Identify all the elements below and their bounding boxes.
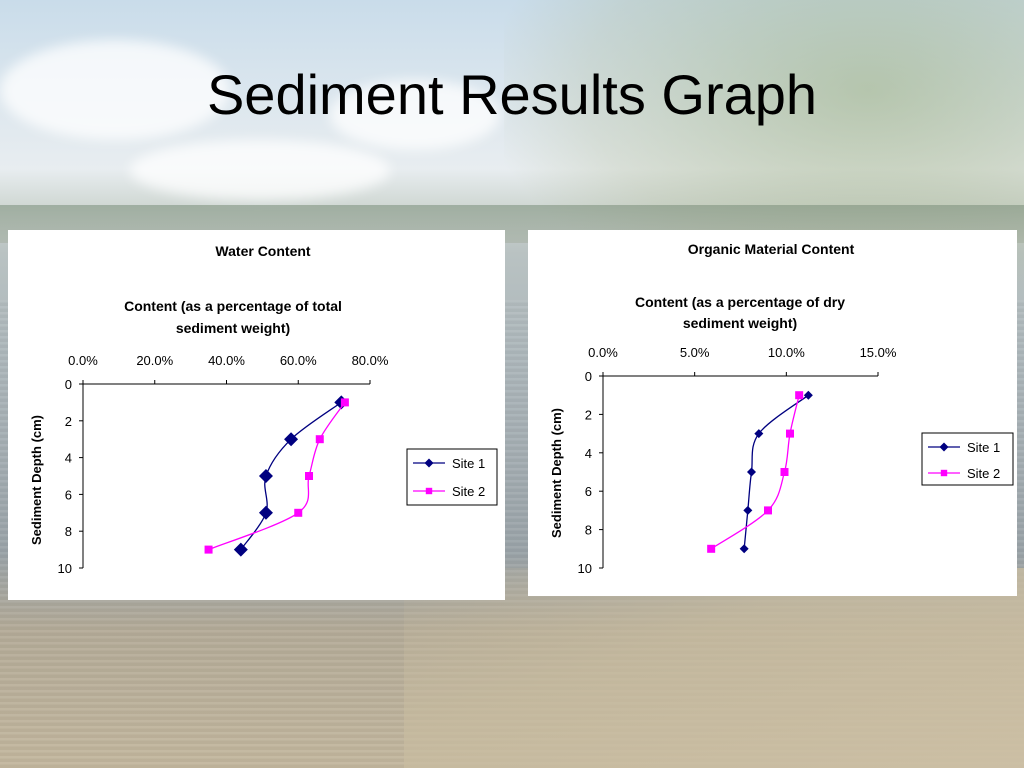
y-tick-label: 0 (65, 377, 72, 392)
y-tick-label: 0 (585, 369, 592, 384)
background-cloud (330, 80, 500, 150)
site-2-marker (786, 429, 794, 438)
site-1-marker (754, 429, 764, 439)
site-2-marker (305, 472, 314, 480)
plot-area: 0.0% 20.0% 40.0% 60.0% 80.0% 0 2 4 6 8 10 Site 1 Sit… (58, 353, 498, 576)
organic-content-chart: Organic Material Content Content (as a p… (549, 241, 1014, 576)
background-cloud (0, 40, 230, 140)
y-tick-label: 10 (578, 561, 592, 576)
y-axis-title: Sediment Depth (cm) (29, 415, 44, 545)
y-tick-label: 4 (585, 446, 592, 461)
y-tick-label: 4 (65, 451, 72, 466)
site-2-marker (315, 435, 324, 444)
y-tick-label: 2 (585, 407, 592, 422)
chart-title: Organic Material Content (688, 241, 855, 257)
legend-label: Site 2 (967, 466, 1000, 481)
organic-content-chart-panel: Organic Material Content Content (as a p… (528, 230, 1017, 596)
x-axis-title-line-2: sediment weight) (176, 320, 290, 336)
site-2-marker (340, 398, 349, 407)
y-axis-title: Sediment Depth (cm) (549, 408, 564, 538)
site-1-marker (284, 432, 299, 447)
site-2-marker (707, 544, 716, 553)
site-2-marker (795, 391, 804, 400)
y-tick-label: 6 (585, 484, 592, 499)
water-content-chart-panel: Water Content Content (as a percentage o… (8, 230, 505, 600)
legend-swatch-marker (425, 487, 433, 495)
x-tick-label: 20.0% (136, 353, 173, 368)
x-tick-label: 80.0% (352, 353, 389, 368)
site-2-marker (204, 545, 213, 554)
site-1-marker (739, 544, 749, 554)
x-axis-title-line-2: sediment weight) (683, 315, 797, 331)
y-tick-label: 2 (65, 414, 72, 429)
x-axis-title-line-1: Content (as a percentage of dry (635, 294, 845, 310)
series-line-2 (208, 402, 346, 551)
legend-label: Site 2 (452, 484, 485, 499)
legend-swatch-marker (424, 458, 434, 468)
x-tick-label: 15.0% (860, 345, 897, 360)
legend-label: Site 1 (452, 456, 485, 471)
background-cloud (130, 140, 390, 200)
site-1-marker (747, 467, 756, 477)
background-shore (404, 568, 1024, 768)
x-tick-label: 0.0% (68, 353, 98, 368)
x-tick-label: 5.0% (680, 345, 710, 360)
x-tick-label: 40.0% (208, 353, 245, 368)
site-1-marker (258, 505, 273, 520)
plot-area: 0.0% 5.0% 10.0% 15.0% 0 2 4 6 8 10 Site 1 Site 2 (578, 345, 1014, 576)
y-tick-label: 6 (65, 487, 72, 502)
legend-box (406, 448, 498, 506)
legend-label: Site 1 (967, 440, 1000, 455)
site-1-marker (803, 390, 813, 400)
site-2-marker (780, 468, 789, 476)
y-tick-label: 8 (65, 524, 72, 539)
slide-title: Sediment Results Graph (206, 63, 818, 126)
y-tick-label: 8 (585, 523, 592, 538)
legend-box (921, 432, 1014, 486)
x-axis-title-line-1: Content (as a percentage of total (124, 298, 342, 314)
x-tick-label: 10.0% (768, 345, 805, 360)
chart-title: Water Content (215, 243, 310, 259)
legend-swatch-marker (939, 442, 949, 452)
site-1-marker (258, 469, 273, 483)
water-content-chart: Water Content Content (as a percentage o… (29, 243, 498, 576)
site-1-marker (743, 505, 753, 515)
site-1-marker (233, 542, 248, 557)
x-tick-label: 0.0% (588, 345, 618, 360)
site-2-marker (764, 506, 772, 515)
legend-swatch-marker (940, 469, 948, 477)
y-tick-label: 10 (58, 561, 72, 576)
x-tick-label: 60.0% (280, 353, 317, 368)
series-line-1 (240, 401, 342, 550)
site-2-marker (294, 508, 303, 517)
